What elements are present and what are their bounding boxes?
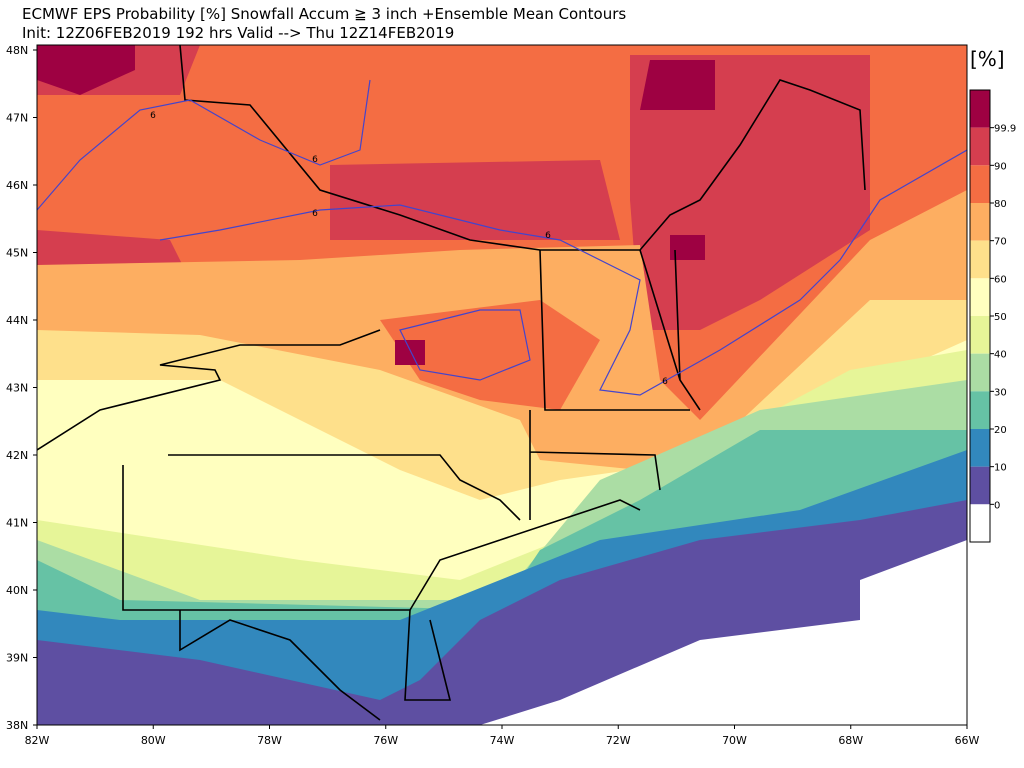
- lat-label: 45N: [6, 247, 28, 260]
- lat-label: 47N: [6, 112, 28, 125]
- lon-label: 70W: [722, 734, 747, 747]
- subtitle: Init: 12Z06FEB2019 192 hrs Valid --> Thu…: [22, 24, 454, 42]
- lat-label: 38N: [6, 719, 28, 732]
- lon-label: 66W: [955, 734, 980, 747]
- lon-label: 80W: [141, 734, 166, 747]
- colorbar-label: 80: [994, 199, 1007, 210]
- colorbar-label: 70: [994, 237, 1007, 248]
- lon-label: 72W: [606, 734, 631, 747]
- colorbar-bin: [970, 90, 990, 128]
- colorbar-label: 30: [994, 387, 1007, 398]
- colorbar-bin: [970, 127, 990, 166]
- contour-label: 6: [312, 209, 318, 219]
- lat-label: 44N: [6, 314, 28, 327]
- colorbar-label: 0: [994, 500, 1000, 511]
- colorbar-bin: [970, 353, 990, 392]
- colorbar-unit: [%]: [970, 47, 1005, 71]
- colorbar-bin: [970, 165, 990, 203]
- contour-label: 6: [312, 155, 318, 165]
- contour-label: 6: [545, 231, 551, 241]
- colorbar-bin: [970, 278, 990, 316]
- map: [37, 45, 967, 725]
- colorbar-bin: [970, 391, 990, 429]
- colorbar-label: 10: [994, 463, 1007, 474]
- lon-label: 74W: [490, 734, 515, 747]
- title: ECMWF EPS Probability [%] Snowfall Accum…: [22, 5, 626, 23]
- lat-label: 42N: [6, 449, 28, 462]
- colorbar-bin: [970, 316, 990, 354]
- colorbar-label: 20: [994, 425, 1007, 436]
- colorbar-label: 60: [994, 274, 1007, 285]
- lat-label: 40N: [6, 584, 28, 597]
- lon-label: 68W: [838, 734, 863, 747]
- lat-label: 43N: [6, 382, 28, 395]
- lat-label: 48N: [6, 44, 28, 57]
- contour-label: 6: [150, 111, 156, 121]
- lat-label: 46N: [6, 179, 28, 192]
- lat-label: 39N: [6, 652, 28, 665]
- colorbar-label: 50: [994, 312, 1007, 323]
- colorbar-bin: [970, 466, 990, 505]
- lon-label: 78W: [257, 734, 282, 747]
- lon-label: 76W: [373, 734, 398, 747]
- colorbar-bin: [970, 240, 990, 279]
- colorbar-bin: [970, 429, 990, 467]
- colorbar-bin: [970, 203, 990, 241]
- colorbar-bin: [970, 504, 990, 542]
- lon-label: 82W: [25, 734, 50, 747]
- lat-label: 41N: [6, 517, 28, 530]
- colorbar-label: 99.9: [994, 124, 1016, 135]
- contour-label: 6: [662, 377, 668, 387]
- colorbar-label: 40: [994, 350, 1007, 361]
- colorbar-label: 90: [994, 161, 1007, 172]
